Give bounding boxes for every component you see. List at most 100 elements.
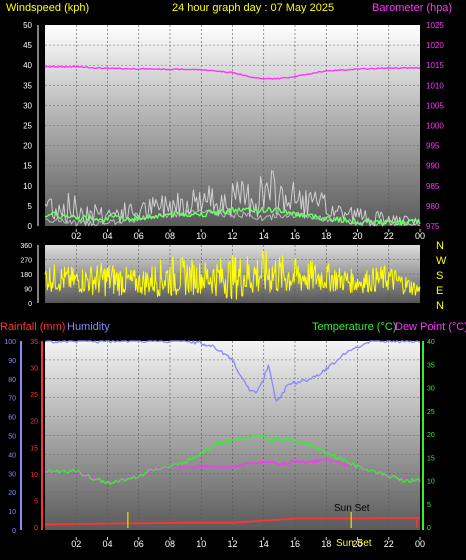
baro-ytick-label: 1020 — [426, 41, 444, 50]
rain-ytick-label: 5 — [34, 498, 38, 505]
temp-xtick-label: 02 — [71, 539, 81, 549]
hum-ytick-label: 20 — [8, 490, 16, 497]
temp-xtick-label: 14 — [259, 539, 269, 549]
wind-ytick-label: 10 — [23, 182, 32, 191]
hum-ytick-label: 90 — [8, 358, 16, 365]
baro-ytick-label: 1010 — [426, 81, 444, 90]
rain-ytick-label: 10 — [30, 472, 38, 479]
wind-xtick-label: 08 — [165, 231, 175, 241]
wind-ytick-label: 5 — [28, 202, 33, 211]
wind-ytick-label: 30 — [23, 101, 32, 110]
baro-ytick-label: 995 — [426, 142, 440, 151]
hum-ytick-label: 60 — [8, 415, 16, 422]
wind-xtick-label: 14 — [259, 231, 269, 241]
hum-ytick-label: 70 — [8, 396, 16, 403]
wind-ytick-label: 20 — [23, 142, 32, 151]
dir-ytick-label: 90 — [24, 287, 32, 294]
wind-ytick-label: 25 — [23, 122, 32, 131]
wind-xtick-label: 06 — [134, 231, 144, 241]
rain-ytick-label: 15 — [30, 445, 38, 452]
dir-letter-s: S — [436, 270, 443, 282]
wind-min-line — [44, 209, 421, 227]
baro-ytick-label: 975 — [426, 222, 440, 231]
rainfall-line — [45, 517, 420, 526]
temp-xtick-label: 16 — [290, 539, 300, 549]
temp-ytick-label: 30 — [427, 386, 435, 393]
wind-ytick-label: 45 — [23, 41, 32, 50]
temp-xtick-label: 10 — [196, 539, 206, 549]
wind-xtick-label: 12 — [227, 231, 237, 241]
dir-ytick-label: 360 — [20, 243, 32, 250]
wind-ytick-label: 15 — [23, 162, 32, 171]
wind-ytick-label: 40 — [23, 61, 32, 70]
wind-xtick-label: 10 — [196, 231, 206, 241]
baro-ytick-label: 1000 — [426, 122, 444, 131]
temp-xtick-label: 06 — [134, 539, 144, 549]
dir-letter-e: E — [436, 285, 443, 297]
wind-ytick-label: 35 — [23, 81, 32, 90]
wind-xtick-label: 00 — [415, 231, 425, 241]
baro-ytick-label: 990 — [426, 162, 440, 171]
hum-ytick-label: 80 — [8, 377, 16, 384]
baro-ytick-label: 1015 — [426, 61, 444, 70]
baro-ytick-label: 985 — [426, 182, 440, 191]
wind-ytick-label: 50 — [23, 21, 32, 30]
baro-ytick-label: 1005 — [426, 101, 444, 110]
wind-xtick-label: 16 — [290, 231, 300, 241]
rainfall-label: Rainfall (mm) — [0, 321, 65, 333]
rain-ytick-label: 30 — [30, 366, 38, 373]
sunset-axis-annotation: Sun Set — [336, 538, 372, 549]
dir-ytick-label: 180 — [20, 272, 32, 279]
baro-ytick-label: 980 — [426, 202, 440, 211]
temp-ytick-label: 40 — [427, 339, 435, 346]
hum-ytick-label: 100 — [4, 339, 16, 346]
dir-letter-n-bottom: N — [436, 300, 444, 312]
wind-xtick-label: 18 — [321, 231, 331, 241]
rain-ytick-label: 20 — [30, 419, 38, 426]
rain-ytick-label: 0 — [34, 525, 38, 532]
rain-ytick-label: 25 — [30, 392, 38, 399]
wind-avg-line — [44, 206, 421, 226]
baro-line — [44, 65, 421, 80]
sunset-annotation: Sun Set — [334, 503, 370, 514]
temp-xtick-label: 08 — [165, 539, 175, 549]
temp-ytick-label: 25 — [427, 409, 435, 416]
temp-ytick-label: 20 — [427, 432, 435, 439]
temp-xtick-label: 18 — [321, 539, 331, 549]
temp-xtick-label: 00 — [415, 539, 425, 549]
chart-title: 24 hour graph day : 07 May 2025 — [172, 2, 334, 14]
hum-ytick-label: 10 — [8, 509, 16, 516]
dir-letter-w: W — [436, 255, 447, 267]
temp-ytick-label: 0 — [427, 525, 431, 532]
temperature-label: Temperature (°C) — [312, 321, 396, 333]
baro-axis-label: Barometer (hpa) — [372, 2, 452, 14]
dir-ytick-label: 270 — [20, 258, 32, 265]
temp-xtick-label: 22 — [384, 539, 394, 549]
graph-layer: 0510152025303540455097598098599099510001… — [4, 21, 444, 549]
temp-xtick-label: 20 — [352, 539, 362, 549]
wind-xtick-label: 02 — [71, 231, 81, 241]
dewpoint-label: Dew Point (°C) — [395, 321, 466, 333]
hum-ytick-label: 40 — [8, 452, 16, 459]
temp-ytick-label: 10 — [427, 479, 435, 486]
wind-gust-line — [44, 170, 421, 227]
rain-ytick-label: 35 — [30, 339, 38, 346]
wind-direction-line — [44, 250, 421, 300]
dir-ytick-label: 0 — [28, 301, 32, 308]
dir-letter-n-top: N — [436, 240, 444, 252]
temp-xtick-label: 12 — [227, 539, 237, 549]
wind-xtick-label: 04 — [102, 231, 112, 241]
hum-ytick-label: 0 — [12, 528, 16, 535]
wind-axis-label: Windspeed (kph) — [6, 2, 89, 14]
hum-ytick-label: 30 — [8, 471, 16, 478]
wind-ytick-label: 0 — [28, 222, 33, 231]
temp-xtick-label: 04 — [102, 539, 112, 549]
baro-ytick-label: 1025 — [426, 21, 444, 30]
temp-ytick-label: 15 — [427, 455, 435, 462]
humidity-line — [44, 340, 421, 402]
humidity-label: Humidity — [67, 321, 110, 333]
temp-ytick-label: 5 — [427, 502, 431, 509]
temp-ytick-label: 35 — [427, 362, 435, 369]
temperature-line — [44, 434, 421, 485]
